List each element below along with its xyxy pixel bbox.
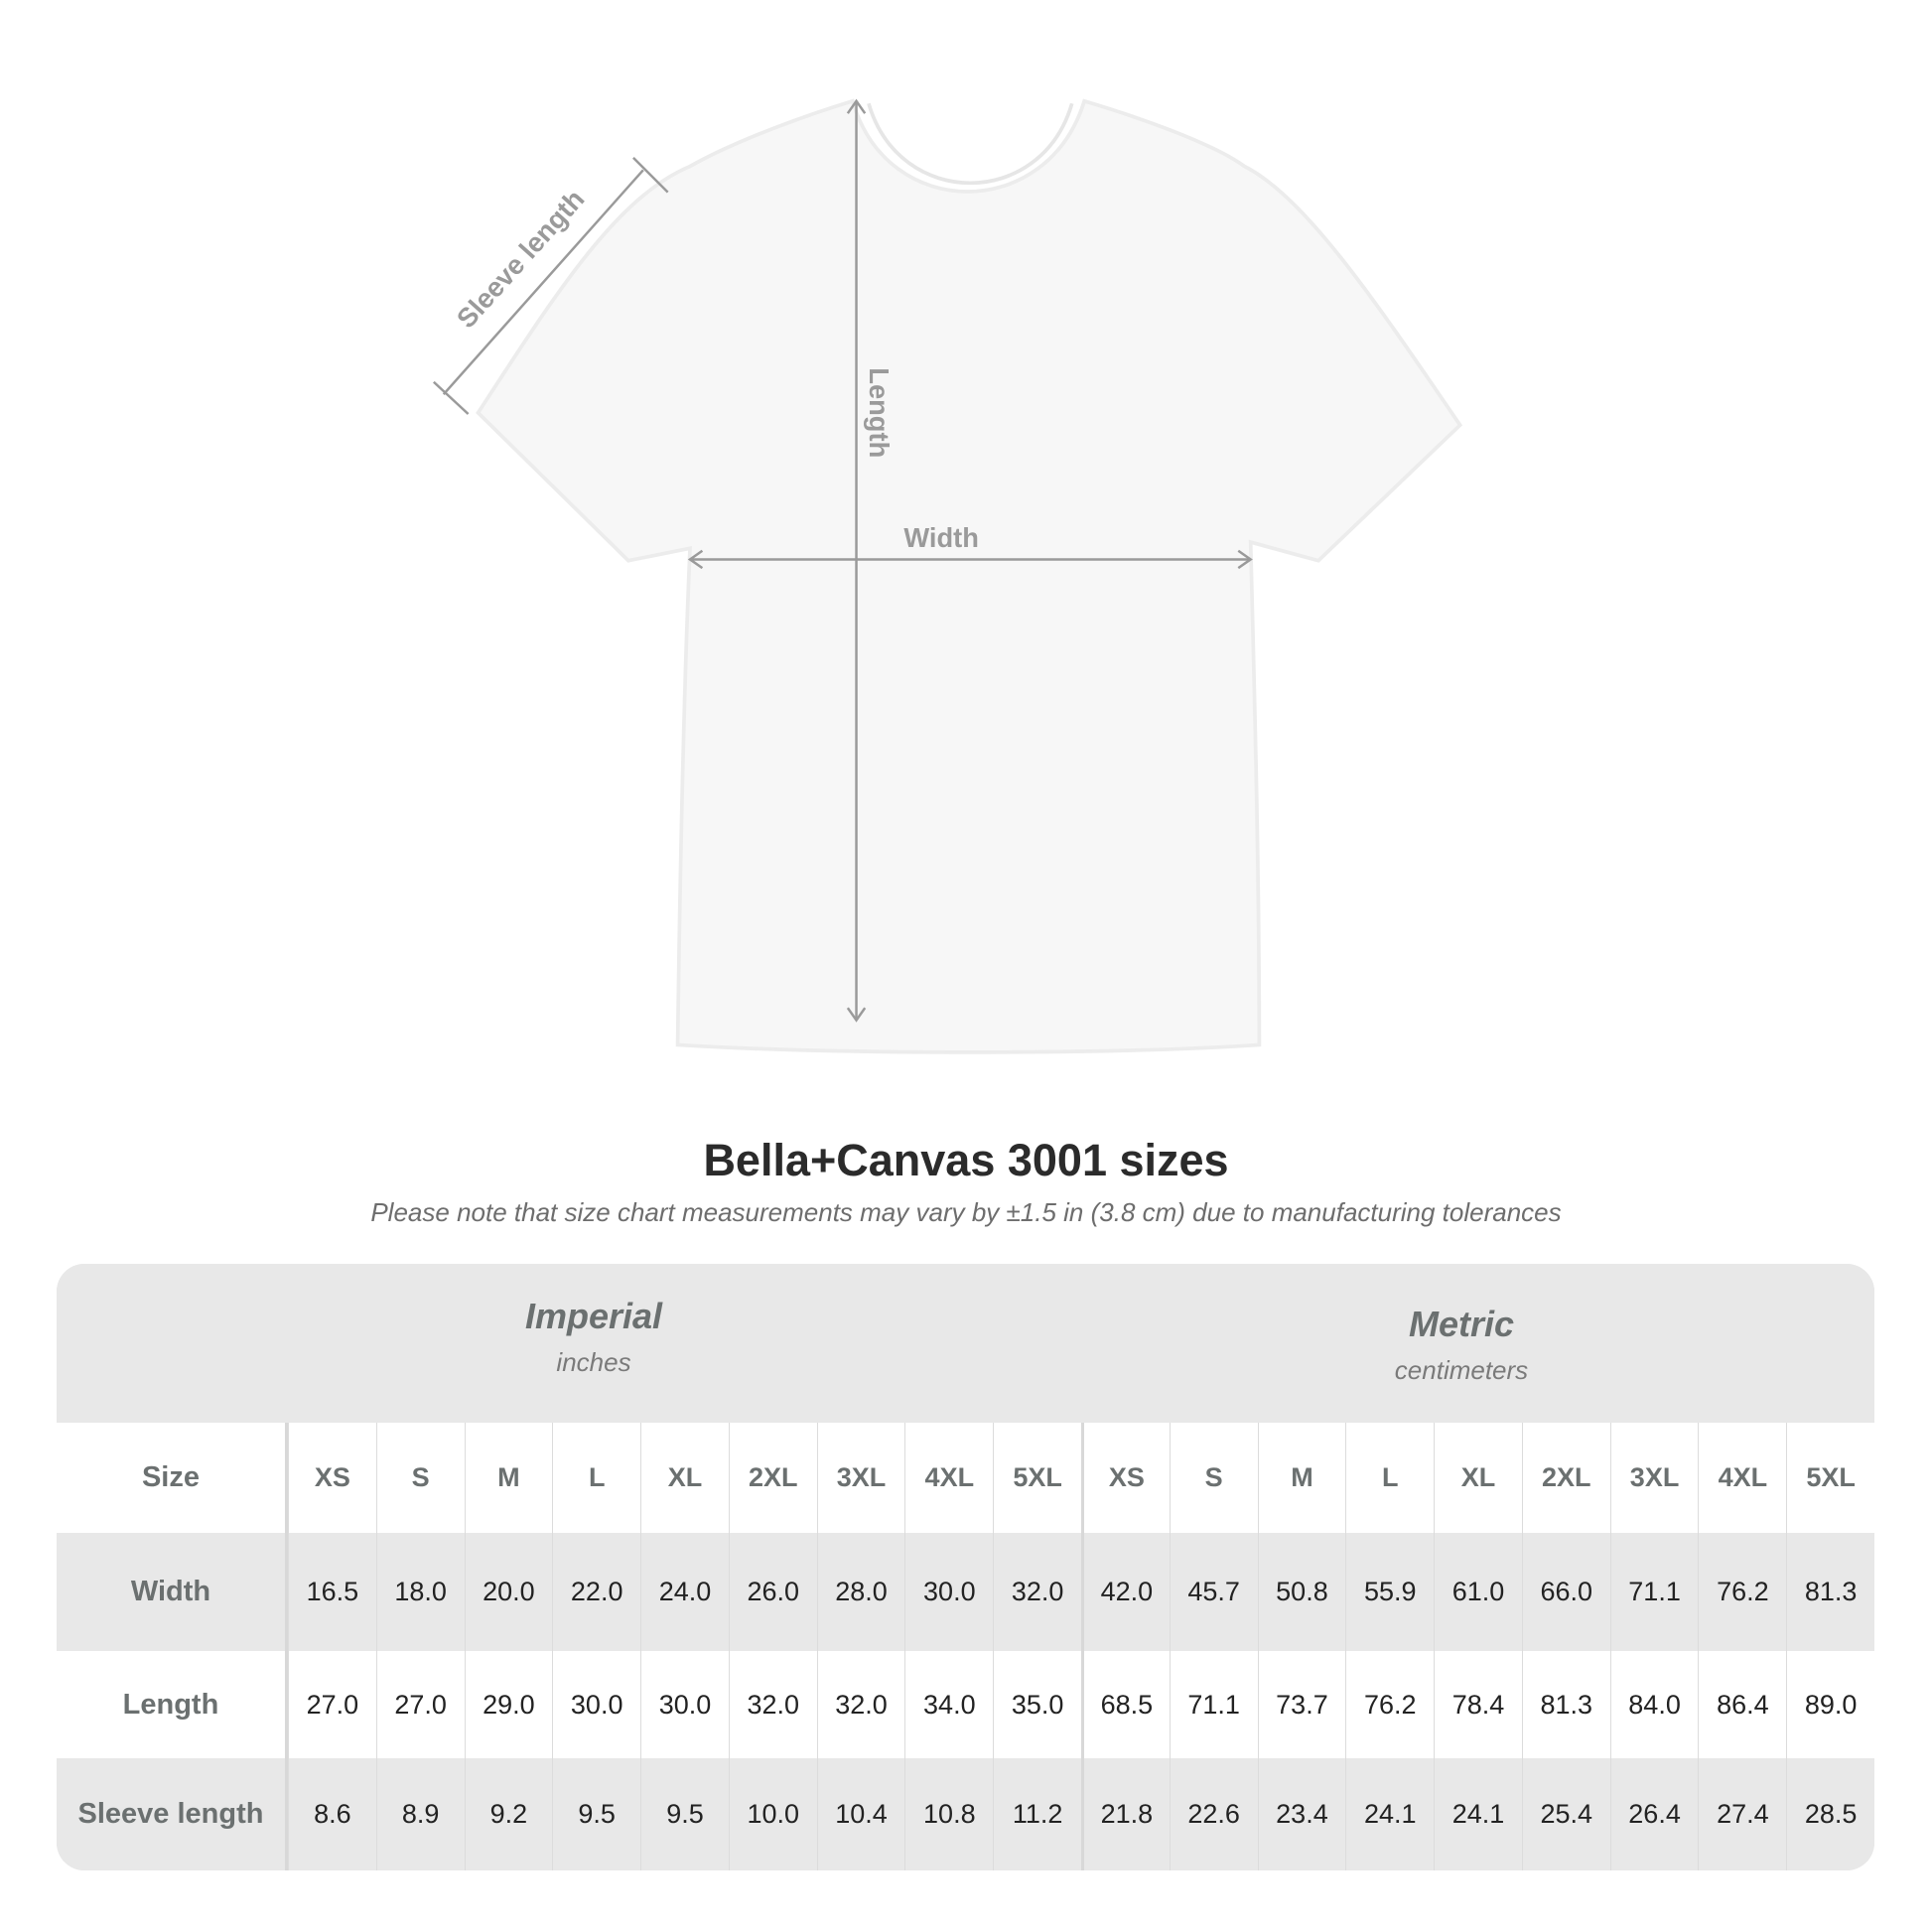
size-header-cell: 3XL <box>816 1423 905 1533</box>
table-cell: 81.3 <box>1521 1651 1610 1758</box>
table-cell: 9.2 <box>464 1758 553 1870</box>
table-cell: 86.4 <box>1698 1651 1786 1758</box>
size-header-cell: 2XL <box>1521 1423 1610 1533</box>
row-label: Width <box>57 1533 288 1651</box>
metric-unit: centimeters <box>1394 1355 1529 1385</box>
table-cell: 9.5 <box>640 1758 729 1870</box>
tolerance-note: Please note that size chart measurements… <box>370 1197 1562 1227</box>
table-cell: 30.0 <box>904 1533 993 1651</box>
table-cell: 61.0 <box>1434 1533 1522 1651</box>
table-cell: 81.3 <box>1786 1533 1874 1651</box>
table-cell: 22.0 <box>552 1533 640 1651</box>
size-header-cell: S <box>375 1423 465 1533</box>
table-cell: 8.6 <box>287 1758 376 1870</box>
units-header: Imperial inches Metric centimeters <box>57 1264 1874 1423</box>
table-cell: 76.2 <box>1345 1651 1434 1758</box>
size-header-row: Size XS S M L XL 2XL 3XL 4XL 5XL XS S M L XL 2XL 3XL 4XL 5… <box>57 1423 1874 1533</box>
size-header-cell: XS <box>287 1423 376 1533</box>
size-header-cell: 2XL <box>728 1423 817 1533</box>
table-cell: 25.4 <box>1521 1758 1610 1870</box>
size-header-cell: L <box>1345 1423 1434 1533</box>
size-header-cell: 5XL <box>993 1423 1081 1533</box>
table-cell: 66.0 <box>1521 1533 1610 1651</box>
metric-header: Metric centimeters <box>1213 1304 1710 1386</box>
size-header-cell: XL <box>1434 1423 1522 1533</box>
table-cell: 32.0 <box>728 1651 817 1758</box>
table-cell: 10.4 <box>816 1758 905 1870</box>
table-cell: 27.0 <box>287 1651 376 1758</box>
size-header-cell: 5XL <box>1786 1423 1874 1533</box>
table-cell: 55.9 <box>1345 1533 1434 1651</box>
size-header-cell: 4XL <box>904 1423 993 1533</box>
table-cell: 26.4 <box>1609 1758 1699 1870</box>
imperial-title: Imperial <box>524 1296 663 1336</box>
size-header-cell: XL <box>640 1423 729 1533</box>
table-row: Length 27.0 27.0 29.0 30.0 30.0 32.0 32.0 34.0 35… <box>57 1651 1874 1758</box>
table-cell: 42.0 <box>1080 1533 1170 1651</box>
table-cell: 24.0 <box>640 1533 729 1651</box>
table-cell: 45.7 <box>1169 1533 1258 1651</box>
metric-title: Metric <box>1408 1304 1515 1344</box>
size-header-cell: L <box>552 1423 640 1533</box>
table-cell: 84.0 <box>1609 1651 1699 1758</box>
table-cell: 11.2 <box>993 1758 1081 1870</box>
table-cell: 28.0 <box>816 1533 905 1651</box>
size-header-cell: M <box>1257 1423 1346 1533</box>
table-cell: 16.5 <box>287 1533 376 1651</box>
table-cell: 50.8 <box>1257 1533 1346 1651</box>
imperial-unit: inches <box>556 1347 631 1377</box>
table-cell: 35.0 <box>993 1651 1081 1758</box>
table-cell: 32.0 <box>993 1533 1081 1651</box>
table-cell: 10.8 <box>904 1758 993 1870</box>
width-arrow <box>687 549 1253 570</box>
table-cell: 10.0 <box>728 1758 817 1870</box>
size-header-cell: M <box>464 1423 553 1533</box>
table-cell: 71.1 <box>1609 1533 1699 1651</box>
table-cell: 8.9 <box>375 1758 465 1870</box>
table-cell: 76.2 <box>1698 1533 1786 1651</box>
tshirt-diagram: Sleeve length Length Width <box>433 98 1463 1054</box>
table-cell: 30.0 <box>640 1651 729 1758</box>
row-label: Size <box>57 1423 288 1533</box>
size-header-cell: 3XL <box>1609 1423 1699 1533</box>
table-cell: 34.0 <box>904 1651 993 1758</box>
table-cell: 71.1 <box>1169 1651 1258 1758</box>
table-cell: 23.4 <box>1257 1758 1346 1870</box>
row-label: Sleeve length <box>57 1758 288 1870</box>
table-cell: 20.0 <box>464 1533 553 1651</box>
table-cell: 30.0 <box>552 1651 640 1758</box>
size-header-cell: XS <box>1080 1423 1170 1533</box>
size-header-cell: 4XL <box>1698 1423 1786 1533</box>
size-table: Imperial inches Metric centimeters Size X… <box>57 1264 1874 1870</box>
sleeve-arrow <box>433 156 669 415</box>
table-cell: 24.1 <box>1434 1758 1522 1870</box>
table-cell: 68.5 <box>1080 1651 1170 1758</box>
table-cell: 27.4 <box>1698 1758 1786 1870</box>
table-cell: 9.5 <box>552 1758 640 1870</box>
table-cell: 73.7 <box>1257 1651 1346 1758</box>
table-cell: 32.0 <box>816 1651 905 1758</box>
size-header-cell: S <box>1169 1423 1258 1533</box>
table-cell: 89.0 <box>1786 1651 1874 1758</box>
table-cell: 27.0 <box>375 1651 465 1758</box>
table-row: Width 16.5 18.0 20.0 22.0 24.0 26.0 28.0 30.0 32.… <box>57 1533 1874 1651</box>
width-label: Width <box>903 522 979 553</box>
chart-title: Bella+Canvas 3001 sizes <box>703 1135 1229 1185</box>
table-cell: 24.1 <box>1345 1758 1434 1870</box>
table-cell: 22.6 <box>1169 1758 1258 1870</box>
table-row: Sleeve length 8.6 8.9 9.2 9.5 9.5 10.0 10.4 10.8… <box>57 1758 1874 1870</box>
table-cell: 18.0 <box>375 1533 465 1651</box>
table-cell: 78.4 <box>1434 1651 1522 1758</box>
tshirt-shape <box>476 98 1463 1054</box>
table-cell: 29.0 <box>464 1651 553 1758</box>
row-label: Length <box>57 1651 288 1758</box>
table-cell: 21.8 <box>1080 1758 1170 1870</box>
imperial-header: Imperial inches <box>345 1296 842 1378</box>
length-label: Length <box>864 367 895 458</box>
table-cell: 28.5 <box>1786 1758 1874 1870</box>
table-cell: 26.0 <box>728 1533 817 1651</box>
